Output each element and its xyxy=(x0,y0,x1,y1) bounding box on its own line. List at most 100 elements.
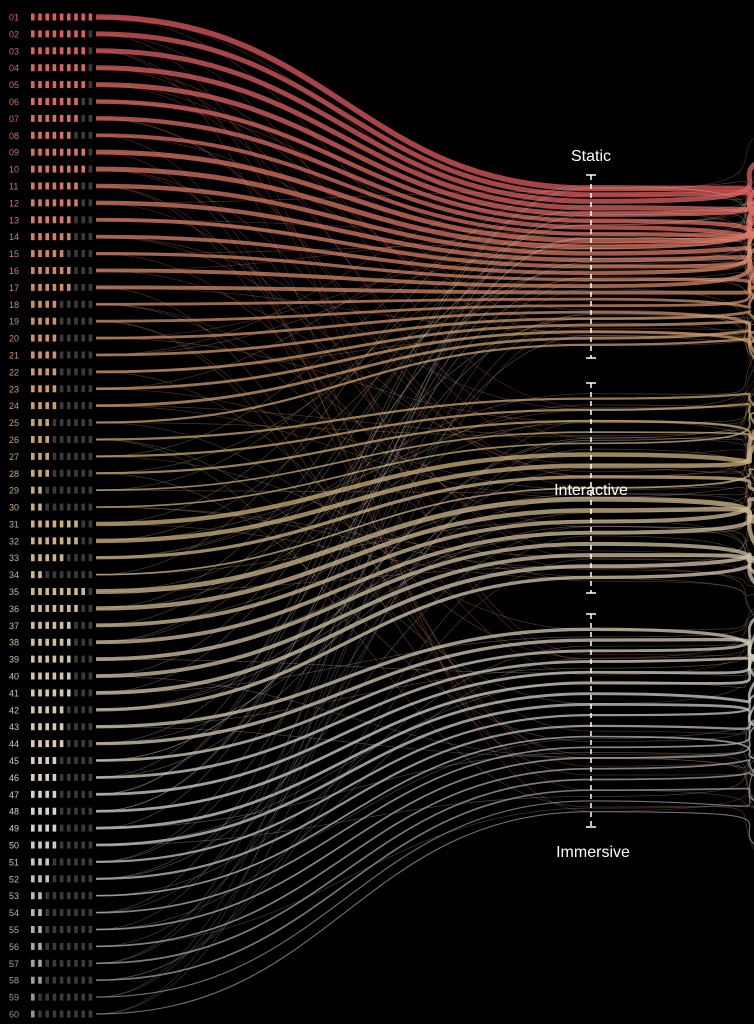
row-square xyxy=(31,621,35,629)
row-square xyxy=(38,942,42,950)
flow-curve-secondary xyxy=(95,242,754,542)
row-square xyxy=(31,706,35,714)
row-square xyxy=(81,858,85,866)
row-square xyxy=(45,689,49,697)
flow-curve xyxy=(95,771,754,965)
row-square xyxy=(59,30,64,38)
row-square xyxy=(67,554,71,562)
row-square xyxy=(45,604,49,612)
row-square xyxy=(59,435,64,443)
row-square xyxy=(45,402,49,410)
row-square xyxy=(88,317,93,325)
row-square xyxy=(67,283,71,291)
row-square xyxy=(31,402,35,410)
row-square xyxy=(38,807,42,815)
row-square xyxy=(31,604,35,612)
row-square xyxy=(59,807,64,815)
row-square xyxy=(52,148,57,156)
row-label: 52 xyxy=(9,874,19,884)
row-square xyxy=(52,824,57,832)
row-square xyxy=(45,64,49,72)
row-label: 56 xyxy=(9,942,19,952)
flow-curve-secondary xyxy=(95,201,754,609)
row-square xyxy=(81,97,85,105)
row-square xyxy=(88,64,93,72)
row-label: 41 xyxy=(9,688,19,698)
row-square xyxy=(88,334,93,342)
flow-curve xyxy=(95,431,754,492)
row-square xyxy=(45,216,49,224)
row-square xyxy=(31,47,35,55)
row-square xyxy=(59,419,64,427)
row-square xyxy=(52,402,57,410)
row-label: 14 xyxy=(9,232,19,242)
row-item: 44 xyxy=(9,739,93,749)
row-square xyxy=(38,689,42,697)
row-square xyxy=(31,942,35,950)
category-label-immersive: Immersive xyxy=(556,844,630,861)
row-square xyxy=(81,588,85,596)
row-square xyxy=(74,537,78,545)
row-item: 22 xyxy=(9,367,93,377)
row-label: 20 xyxy=(9,334,19,344)
row-square xyxy=(31,81,35,89)
row-square xyxy=(74,47,78,55)
row-square xyxy=(38,604,42,612)
row-square xyxy=(38,976,42,984)
row-square xyxy=(81,435,85,443)
row-square xyxy=(38,824,42,832)
flow-curve-secondary xyxy=(95,276,754,812)
row-square xyxy=(31,773,35,781)
row-square xyxy=(45,672,49,680)
row-square xyxy=(45,351,49,359)
row-square xyxy=(88,790,93,798)
row-label: 10 xyxy=(9,165,19,175)
row-square xyxy=(52,216,57,224)
row-square xyxy=(52,419,57,427)
row-square xyxy=(45,165,49,173)
row-square xyxy=(74,824,78,832)
row-square xyxy=(81,317,85,325)
row-square xyxy=(67,216,71,224)
row-square xyxy=(38,554,42,562)
row-square xyxy=(31,486,35,494)
row-square xyxy=(59,334,64,342)
row-square xyxy=(31,13,35,21)
row-square xyxy=(59,97,64,105)
row-square xyxy=(31,875,35,883)
row-square xyxy=(52,892,57,900)
row-square xyxy=(59,689,64,697)
row-square xyxy=(67,300,71,308)
row-square xyxy=(38,419,42,427)
row-square xyxy=(88,757,93,765)
row-square xyxy=(45,435,49,443)
row-item: 58 xyxy=(9,976,93,986)
row-item: 15 xyxy=(9,249,93,259)
row-square xyxy=(88,824,93,832)
row-square xyxy=(88,435,93,443)
row-square xyxy=(81,351,85,359)
row-item: 43 xyxy=(9,722,93,732)
row-square xyxy=(59,250,64,258)
row-square xyxy=(67,858,71,866)
row-square xyxy=(45,655,49,663)
row-square xyxy=(67,351,71,359)
row-item: 60 xyxy=(9,1010,93,1020)
row-square xyxy=(81,81,85,89)
row-label: 47 xyxy=(9,790,19,800)
row-square xyxy=(45,368,49,376)
category-label-interactive: Interactive xyxy=(554,482,628,499)
row-square xyxy=(31,317,35,325)
row-square xyxy=(81,926,85,934)
flow-curve-secondary xyxy=(95,240,754,356)
row-square xyxy=(88,486,93,494)
row-square xyxy=(52,81,57,89)
row-square xyxy=(74,64,78,72)
row-square xyxy=(81,892,85,900)
row-square xyxy=(81,233,85,241)
row-square xyxy=(67,233,71,241)
flow-curve-secondary xyxy=(95,188,754,356)
flow-curve-secondary xyxy=(95,422,754,631)
flow-curve-secondary xyxy=(95,804,754,947)
row-square xyxy=(67,689,71,697)
